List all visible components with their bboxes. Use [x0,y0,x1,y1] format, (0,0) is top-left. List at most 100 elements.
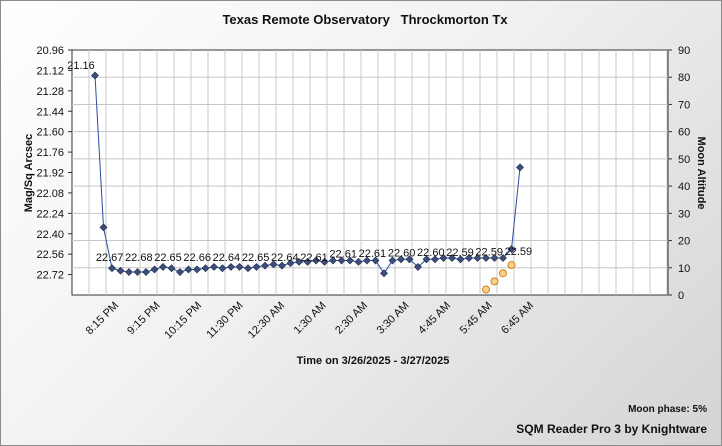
y2-tick-label: 0 [678,290,684,302]
x-tick-label: 6:45 AM [499,300,536,337]
data-label: 22.60 [417,247,445,259]
sqm-point [99,223,108,232]
y-tick-label: 21.92 [36,168,64,180]
sqm-point [235,263,244,271]
moon-altitude-point [490,277,499,286]
y-tick-label: 21.44 [36,106,64,118]
sqm-point [261,261,269,270]
sqm-point [269,260,278,269]
x-tick-label: 3:30 AM [375,300,412,337]
sqm-point [116,266,125,275]
x-tick-label: 12:30 AM [246,300,287,341]
data-label: 22.59 [475,246,503,258]
sqm-point [371,256,380,265]
sqm-point [499,254,507,262]
sqm-point [286,259,295,268]
sqm-point [201,264,210,273]
sqm-point [295,257,303,266]
y-tick-label: 22.24 [36,208,64,220]
sqm-point [456,255,465,264]
data-label: 22.61 [329,248,357,260]
sqm-point [184,265,193,274]
data-label: 22.64 [213,252,241,264]
data-label: 22.65 [242,252,270,264]
sqm-point [244,264,252,273]
series-layer [91,71,524,294]
x-tick-label: 5:45 AM [458,300,495,337]
y-tick-label: 21.12 [36,65,64,77]
data-label: 22.65 [154,252,182,264]
data-label: 22.60 [388,248,416,260]
sqm-point [218,264,227,273]
y2-tick-label: 90 [678,45,690,57]
grid-lines [72,50,668,295]
sqm-point [380,269,388,278]
chart-title: Texas Remote Observatory Throckmorton Tx [222,12,508,27]
sqm-point [363,256,371,265]
sqm-point [210,263,218,271]
sqm-point [193,265,201,274]
moon-altitude-point [482,285,490,294]
data-label: 22.59 [446,247,474,259]
sqm-point [337,256,346,265]
sqm-point [329,256,337,265]
sqm-point [388,256,397,265]
x-tick-label: 11:30 PM [204,300,245,341]
y2-tick-label: 40 [678,181,690,193]
y-tick-label: 21.76 [36,147,64,159]
data-label: 22.61 [300,252,328,264]
y2-tick-label: 70 [678,99,690,111]
sqm-point [507,245,516,253]
x-tick-label: 10:15 PM [162,300,204,342]
sqm-point [303,257,312,266]
sqm-point [439,254,448,262]
sqm-point [473,254,482,262]
sqm-point [227,263,235,271]
sqm-point [414,263,422,271]
x-axis-title: Time on 3/26/2025 - 3/27/2025 [297,355,450,367]
sqm-point [159,263,167,271]
x-tick-label: 8:15 PM [84,300,121,337]
sqm-point [252,263,261,271]
data-label: 22.61 [359,248,387,260]
y-tick-label: 22.08 [36,188,64,200]
sqm-point [278,261,286,270]
sqm-point [91,71,99,80]
data-label: 22.66 [183,252,211,264]
y-tick-label: 21.28 [36,86,64,98]
x-tick-label: 9:15 PM [125,300,162,337]
sqm-point [312,256,320,265]
y2-axis-title: Moon Altitude [695,137,707,210]
data-label: 22.59 [505,246,533,258]
moon-altitude-point [499,269,507,278]
x-tick-label: 1:30 AM [292,300,329,337]
data-label: 22.64 [271,252,299,264]
sqm-point [448,254,456,262]
credit-text: SQM Reader Pro 3 by Knightware [516,422,707,436]
y-tick-label: 22.56 [36,249,64,261]
y-tick-label: 22.72 [36,270,64,282]
sqm-point [150,265,159,274]
right-axis-ticks: 0 10 20 30 40 50 60 70 80 90 [668,45,690,302]
sqm-point [176,268,184,276]
sqm-point [490,254,499,262]
sqm-point [354,257,363,266]
sqm-point [167,264,176,273]
sqm-point [108,264,116,273]
sqm-point [133,268,142,276]
y2-tick-label: 80 [678,72,690,84]
sqm-point [320,257,329,266]
y-tick-label: 21.60 [36,127,64,139]
sqm-point [422,255,431,264]
y-tick-label: 20.96 [36,45,64,57]
y2-tick-label: 50 [678,154,690,166]
y2-tick-label: 20 [678,236,690,248]
y2-tick-label: 10 [678,263,690,275]
sqm-point [397,255,405,264]
y2-tick-label: 60 [678,127,690,139]
left-axis-ticks: 20.96 21.12 21.28 21.44 21.60 21.76 21.92 22.08… [36,45,72,282]
sqm-point [516,163,524,172]
